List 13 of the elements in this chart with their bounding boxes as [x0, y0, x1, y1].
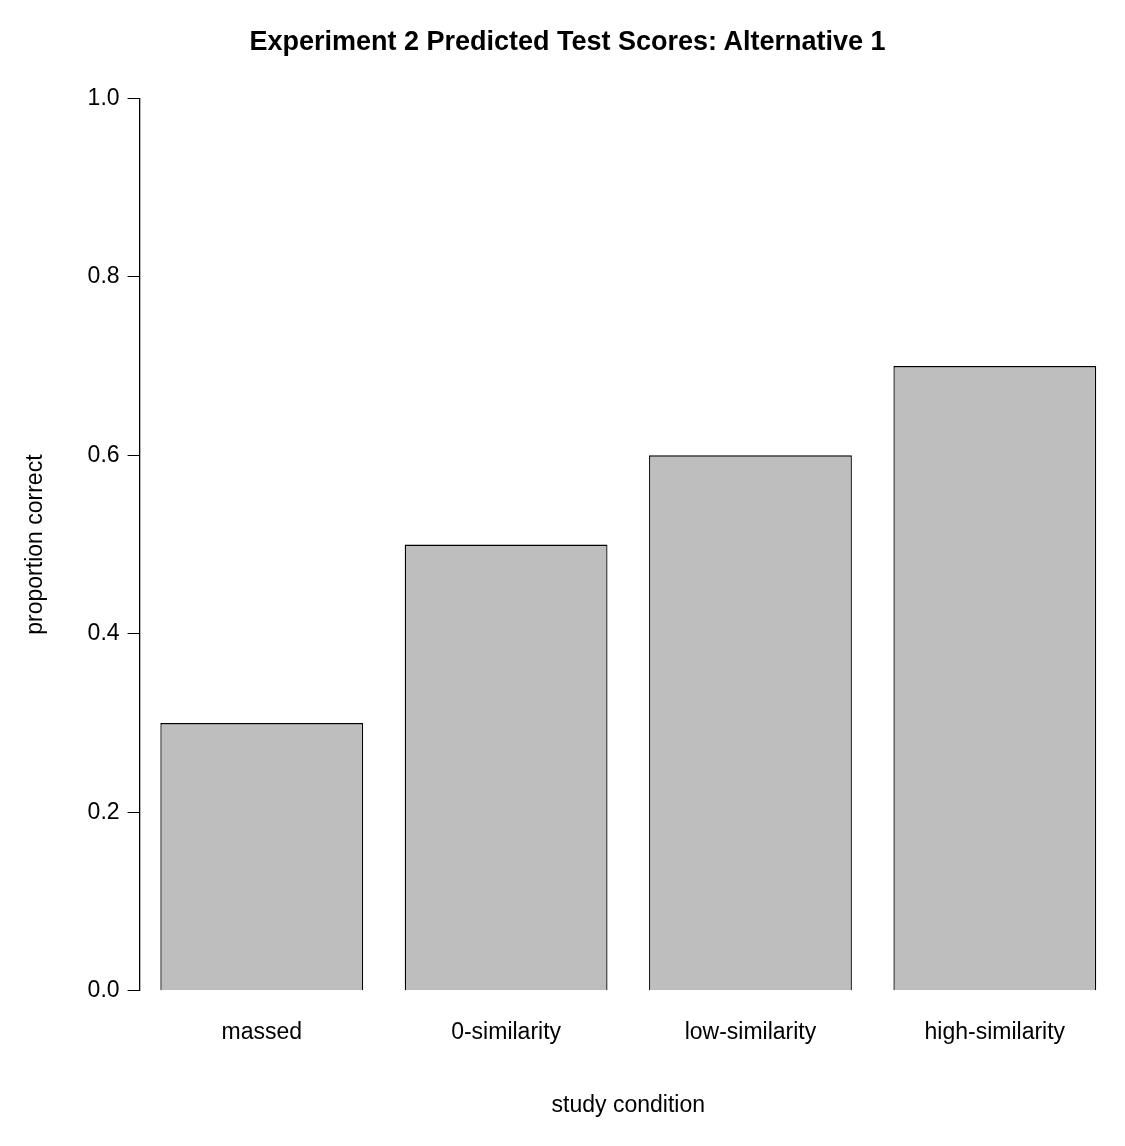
x-tick-label: low-similarity [684, 1017, 817, 1044]
x-axis-title: study condition [551, 1090, 706, 1117]
y-axis-title: proportion correct [21, 453, 48, 635]
y-tick-label: 0.2 [87, 797, 120, 824]
x-tick-label: massed [221, 1017, 303, 1044]
y-tick-label: 0.4 [87, 619, 120, 646]
x-tick-label: 0-similarity [451, 1017, 562, 1044]
y-tick-label: 1.0 [87, 83, 120, 110]
chart-title: Experiment 2 Predicted Test Scores: Alternative 1 [249, 25, 886, 56]
y-tick-label: 0.8 [87, 262, 120, 289]
y-tick-label: 0.6 [87, 440, 120, 467]
y-tick-label: 0.0 [87, 976, 120, 1003]
x-tick-label: high-similarity [924, 1017, 1066, 1044]
